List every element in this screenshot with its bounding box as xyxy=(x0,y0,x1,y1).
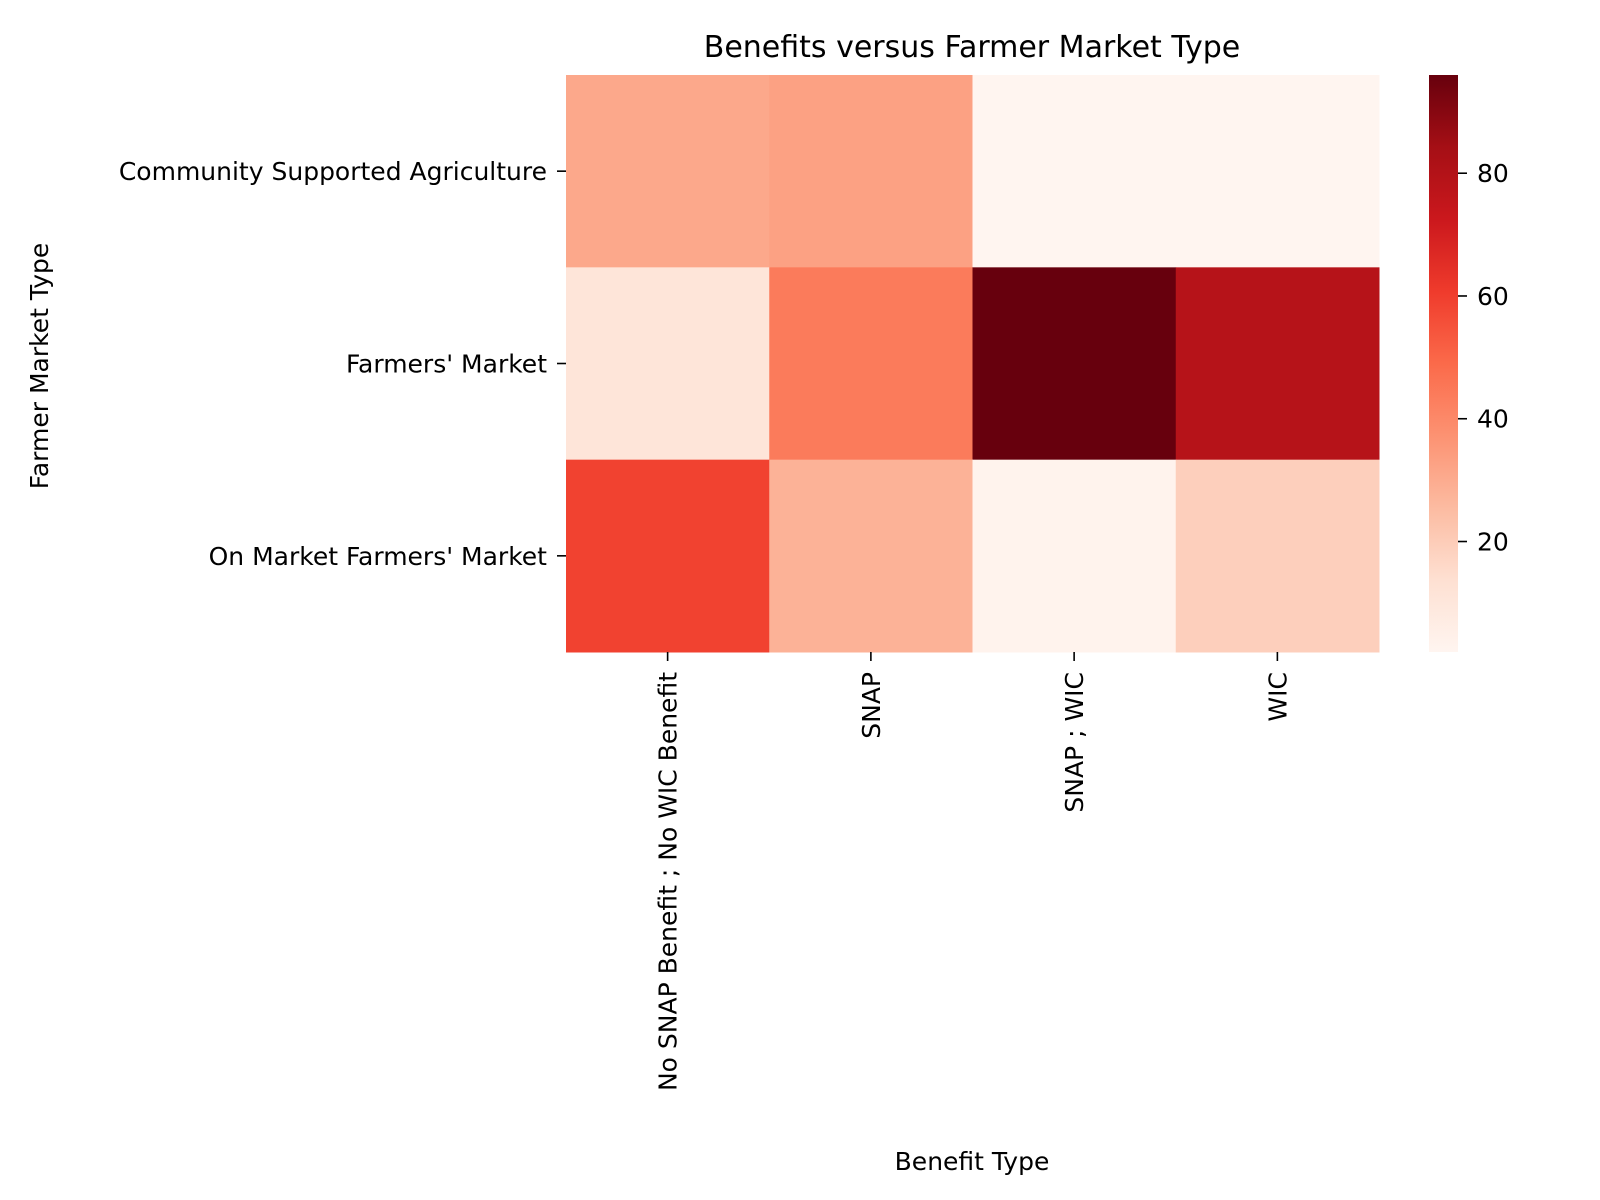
heatmap-cell xyxy=(769,75,973,268)
heatmap-cell xyxy=(972,459,1177,653)
x-tick-label: SNAP xyxy=(857,672,886,739)
y-axis-ticks: Community Supported Agriculture Farmers' … xyxy=(119,157,566,571)
colorbar-tick-label: 60 xyxy=(1477,282,1509,311)
colorbar-tick-label: 40 xyxy=(1477,405,1509,434)
heatmap-cell xyxy=(1175,267,1380,461)
heatmap-cell xyxy=(1175,75,1380,268)
heatmap-cell xyxy=(769,459,973,653)
chart-title: Benefits versus Farmer Market Type xyxy=(704,30,1241,65)
x-axis-ticks: No SNAP Benefit ; No WIC Benefit SNAP SNAP… xyxy=(654,652,1292,1091)
x-tick-label: WIC xyxy=(1263,672,1292,722)
y-tick-label: On Market Farmers' Market xyxy=(209,542,548,571)
y-axis-label: Farmer Market Type xyxy=(25,243,54,490)
x-tick-label: No SNAP Benefit ; No WIC Benefit xyxy=(654,672,683,1091)
heatmap-cell xyxy=(769,267,973,461)
heatmap-cells xyxy=(566,75,1380,653)
colorbar xyxy=(1429,75,1458,652)
colorbar-tick-label: 20 xyxy=(1477,528,1509,557)
heatmap-cell xyxy=(566,75,770,268)
x-axis-label: Benefit Type xyxy=(895,1147,1050,1176)
heatmap-cell xyxy=(1175,459,1380,653)
heatmap-cell xyxy=(566,459,770,653)
x-tick-label: SNAP ; WIC xyxy=(1060,672,1089,813)
y-tick-label: Farmers' Market xyxy=(346,350,547,379)
y-tick-label: Community Supported Agriculture xyxy=(119,157,547,186)
heatmap-cell xyxy=(972,75,1177,268)
heatmap-cell xyxy=(566,267,770,461)
heatmap-cell xyxy=(972,267,1177,461)
colorbar-ticks: 20 40 60 80 xyxy=(1458,159,1509,557)
colorbar-tick-label: 80 xyxy=(1477,159,1509,188)
